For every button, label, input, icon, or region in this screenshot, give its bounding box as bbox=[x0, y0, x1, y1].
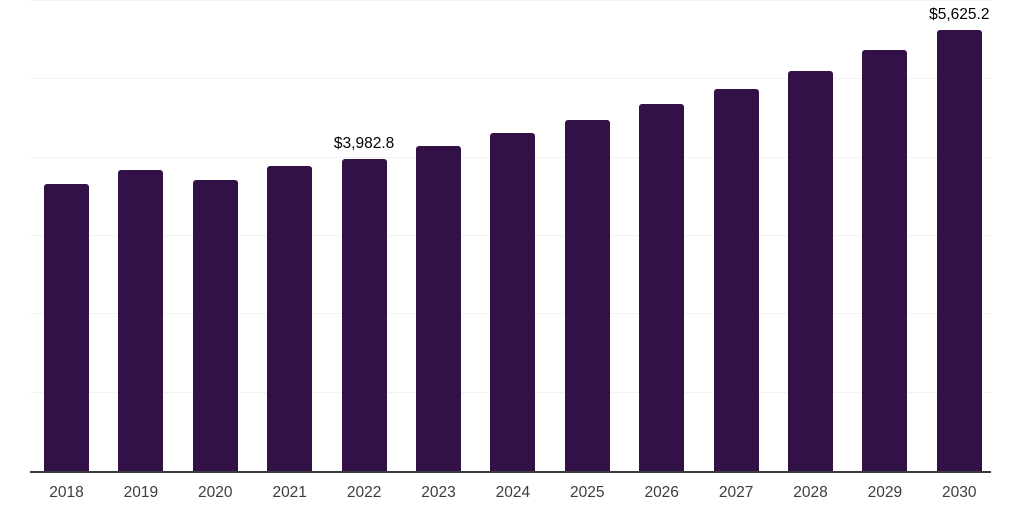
data-label-2030: $5,625.2 bbox=[929, 6, 990, 24]
x-tick-2030: 2030 bbox=[942, 484, 977, 501]
bar-2021 bbox=[267, 166, 313, 471]
x-tick-2020: 2020 bbox=[198, 484, 233, 501]
bar-2024 bbox=[490, 133, 536, 471]
x-tick-2024: 2024 bbox=[495, 484, 531, 501]
plot-area: $3,982.8 $5,625.2 bbox=[30, 0, 991, 473]
bar-2028 bbox=[788, 70, 833, 471]
x-tick-2029: 2029 bbox=[867, 484, 903, 501]
bar-2025 bbox=[564, 119, 610, 471]
bar-2022 bbox=[341, 159, 387, 471]
gridline-6000 bbox=[30, 0, 991, 1]
data-label-2022: $3,982.8 bbox=[333, 135, 395, 152]
x-tick-2026: 2026 bbox=[644, 484, 679, 501]
bar-2029 bbox=[862, 50, 908, 471]
bar-2020 bbox=[192, 179, 238, 471]
x-tick-2021: 2021 bbox=[272, 484, 307, 501]
x-tick-2019: 2019 bbox=[123, 484, 159, 501]
bar-2030 bbox=[936, 30, 982, 471]
x-tick-2018: 2018 bbox=[49, 484, 84, 501]
bar-2019 bbox=[118, 169, 164, 471]
bar-2023 bbox=[416, 146, 461, 471]
bar-2027 bbox=[713, 88, 759, 471]
x-tick-2028: 2028 bbox=[793, 484, 828, 501]
x-tick-2023: 2023 bbox=[421, 484, 456, 501]
x-tick-2022: 2022 bbox=[346, 484, 382, 501]
bar-2026 bbox=[639, 104, 685, 471]
bar-2018 bbox=[44, 183, 89, 471]
x-tick-2027: 2027 bbox=[718, 484, 754, 501]
x-tick-2025: 2025 bbox=[570, 484, 605, 501]
gridline-5000 bbox=[30, 78, 991, 80]
